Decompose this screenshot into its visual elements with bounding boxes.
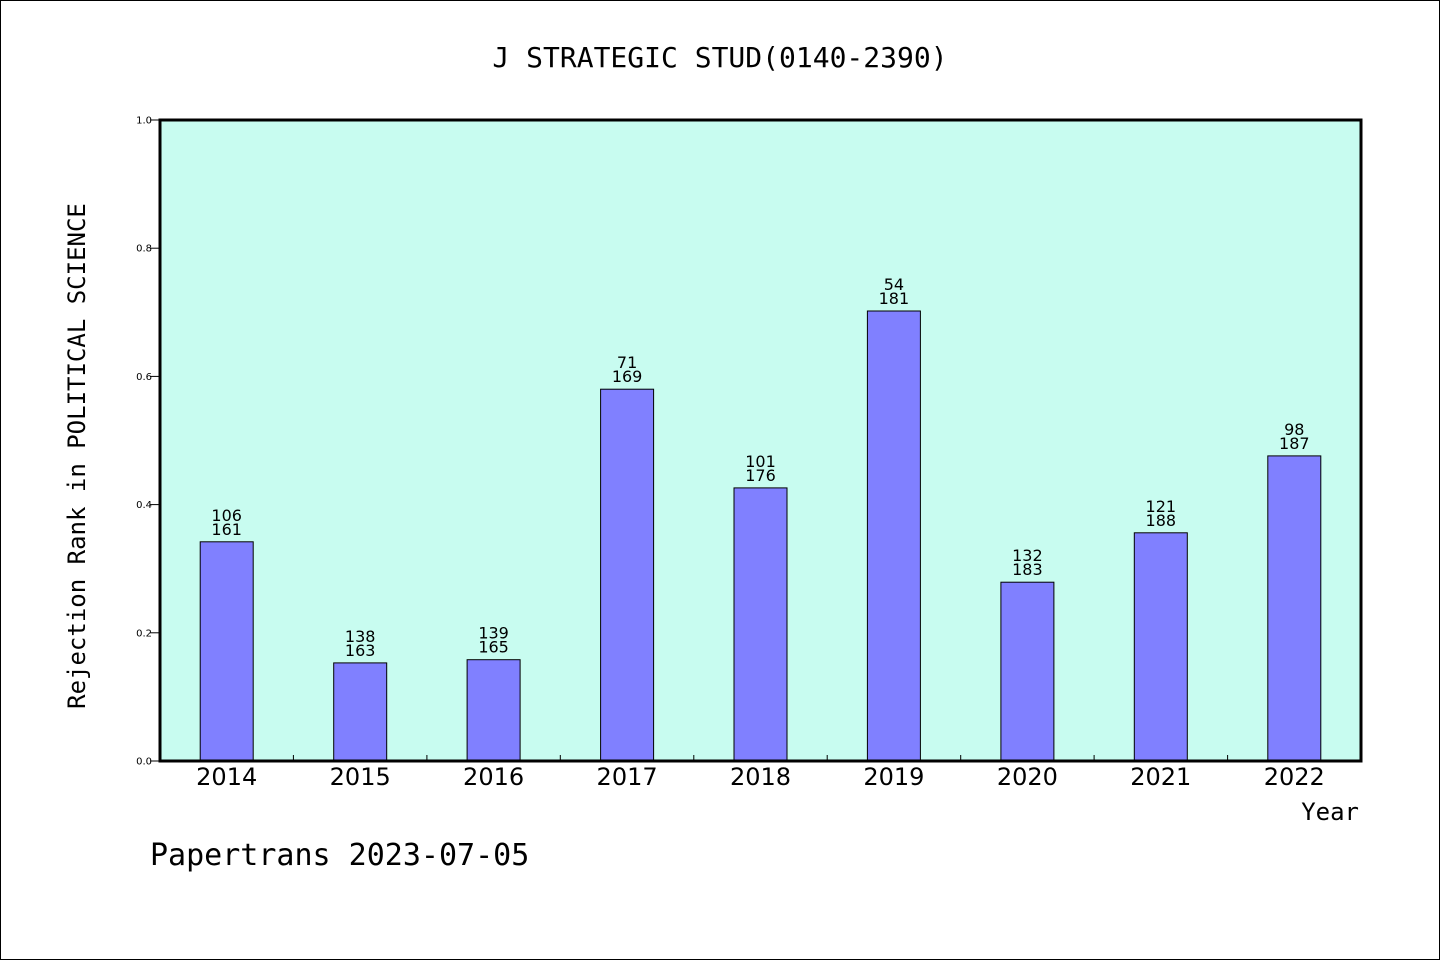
x-tick-label-2015: 2015	[330, 763, 391, 791]
y-tick-label: 0.4	[136, 500, 152, 511]
y-tick-label: 0.8	[136, 244, 152, 255]
bar-label-top-2017: 71	[617, 353, 637, 372]
bar-label-top-2019: 54	[884, 275, 904, 294]
bar-label-bottom-2020: 183	[1012, 560, 1043, 579]
bar-label-top-2021: 121	[1146, 497, 1177, 516]
y-tick-label: 1.0	[136, 116, 152, 127]
y-tick-label: 0.2	[136, 628, 152, 639]
bar-label-bottom-2021: 188	[1146, 511, 1177, 530]
bar-label-bottom-2017: 169	[612, 367, 643, 386]
bar-label-bottom-2014: 161	[211, 520, 242, 539]
x-tick-label-2020: 2020	[997, 763, 1058, 791]
bar-2020	[1000, 581, 1055, 762]
plot-frame	[158, 118, 1363, 763]
x-tick-label-2018: 2018	[730, 763, 791, 791]
bar-label-top-2018: 101	[745, 452, 776, 471]
bar-2021	[1133, 532, 1188, 762]
x-tick-label-2014: 2014	[196, 763, 257, 791]
bar-label-bottom-2018: 176	[745, 466, 776, 485]
x-tick-label-2022: 2022	[1264, 763, 1325, 791]
bar-2017	[600, 388, 655, 762]
bar-2016	[466, 659, 521, 762]
bar-label-bottom-2015: 163	[345, 641, 376, 660]
y-tick-label: 0.6	[136, 372, 152, 383]
chart-title: J STRATEGIC STUD(0140-2390)	[492, 41, 947, 74]
y-axis-label: Rejection Rank in POLITICAL SCIENCE	[63, 203, 91, 709]
bar-2015	[333, 662, 388, 762]
bar-label-top-2022: 98	[1284, 420, 1304, 439]
bars-layer	[199, 310, 1322, 762]
bar-2022	[1267, 455, 1322, 762]
bar-2018	[733, 487, 788, 762]
x-axis-label: Year	[1301, 798, 1359, 826]
footer-stamp: Papertrans 2023-07-05	[150, 838, 529, 873]
bar-label-top-2015: 138	[345, 627, 376, 646]
x-tick-label-2017: 2017	[597, 763, 658, 791]
bar-label-top-2014: 106	[211, 506, 242, 525]
bar-label-top-2020: 132	[1012, 546, 1043, 565]
x-axis: 2014 2015 2016 2017 2018 2019 2020 2021 2022	[196, 755, 1325, 791]
bar-2014	[199, 541, 254, 762]
x-tick-label-2019: 2019	[863, 763, 924, 791]
bar-label-bottom-2019: 181	[879, 289, 910, 308]
bar-label-top-2016: 139	[478, 624, 509, 643]
y-tick-label: 0.0	[136, 757, 152, 768]
y-axis: 0.0 0.2 0.4 0.6 0.8 1.0	[136, 116, 160, 768]
bar-label-bottom-2022: 187	[1279, 434, 1310, 453]
bar-label-bottom-2016: 165	[478, 638, 509, 657]
x-tick-label-2016: 2016	[463, 763, 524, 791]
bar-2019	[866, 310, 921, 762]
x-tick-label-2021: 2021	[1130, 763, 1191, 791]
